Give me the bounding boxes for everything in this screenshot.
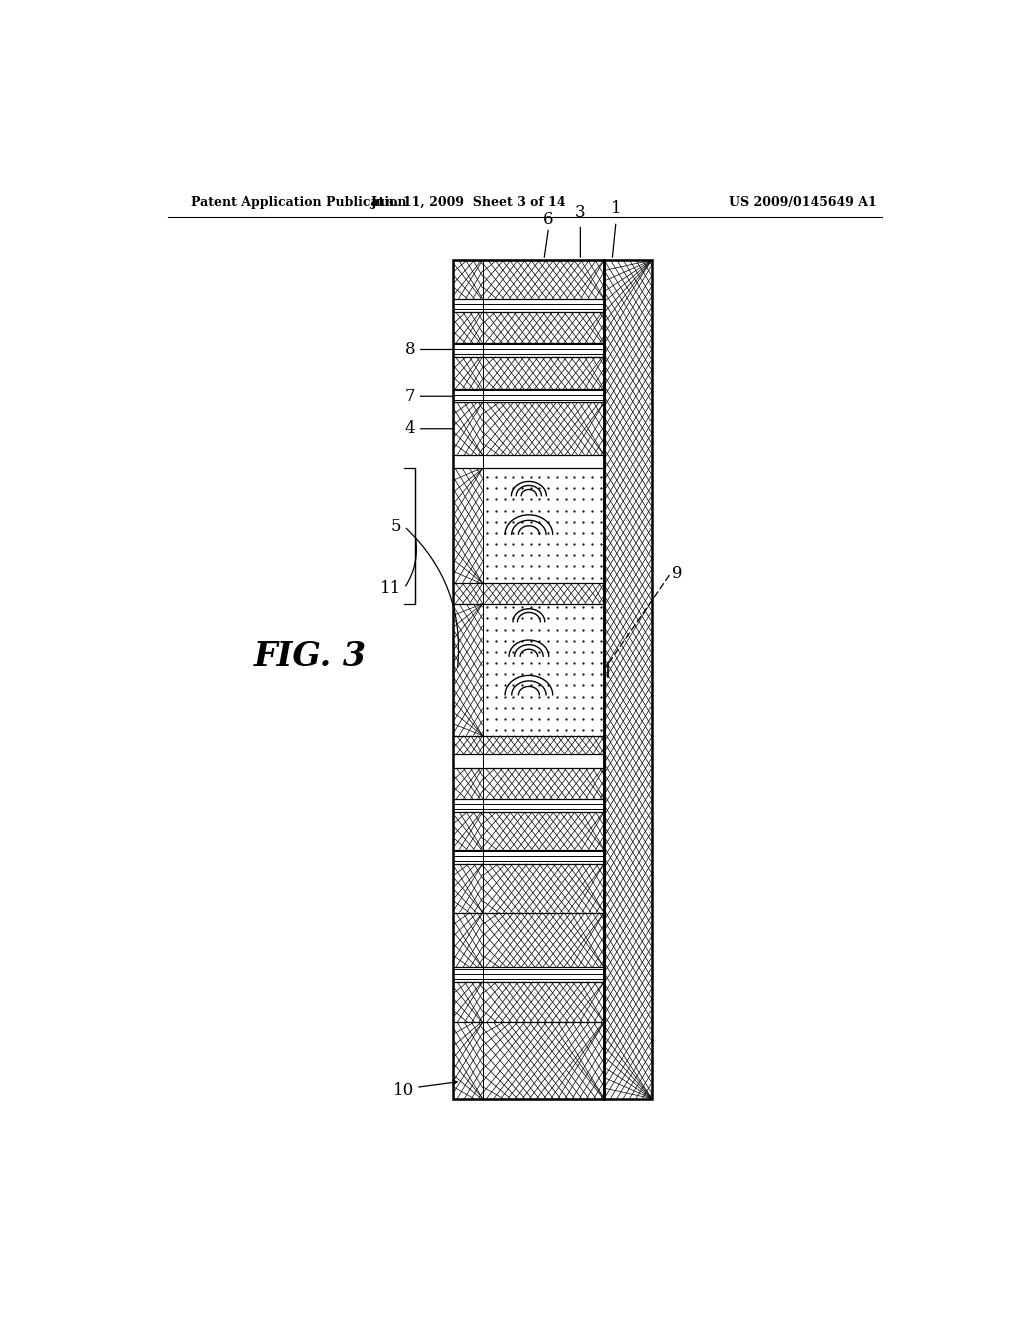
Bar xyxy=(454,455,482,469)
Text: 8: 8 xyxy=(404,341,416,358)
Bar xyxy=(604,260,652,1098)
Bar xyxy=(482,469,604,583)
Text: 10: 10 xyxy=(392,1082,414,1100)
Text: 3: 3 xyxy=(575,205,586,222)
Bar xyxy=(482,455,604,469)
Bar xyxy=(604,260,652,1098)
Bar xyxy=(482,603,604,735)
Text: Jun. 11, 2009  Sheet 3 of 14: Jun. 11, 2009 Sheet 3 of 14 xyxy=(372,195,567,209)
Text: 5: 5 xyxy=(390,517,401,535)
Text: 1: 1 xyxy=(610,201,622,218)
Bar xyxy=(454,754,482,768)
Text: FIG. 3: FIG. 3 xyxy=(254,640,367,673)
Bar xyxy=(454,260,604,1098)
Bar xyxy=(454,260,604,1098)
Text: 11: 11 xyxy=(380,579,401,597)
Text: 6: 6 xyxy=(544,210,554,227)
Text: 7: 7 xyxy=(404,388,416,405)
Text: US 2009/0145649 A1: US 2009/0145649 A1 xyxy=(729,195,877,209)
Text: Patent Application Publication: Patent Application Publication xyxy=(191,195,407,209)
Bar xyxy=(482,754,604,768)
Text: 9: 9 xyxy=(672,565,682,582)
Text: 4: 4 xyxy=(404,420,416,437)
